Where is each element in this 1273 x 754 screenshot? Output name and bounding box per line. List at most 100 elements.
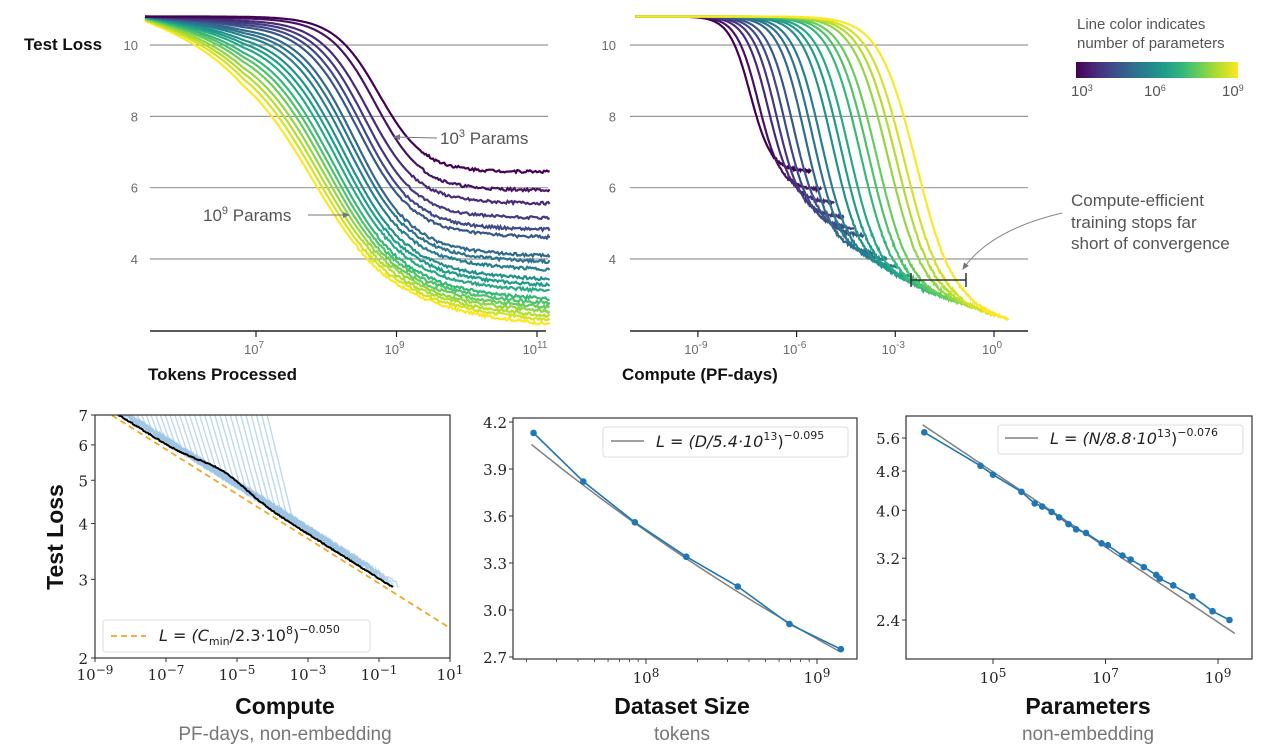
parameters-legend: L = (N/8.8·1013)−0.076	[997, 424, 1244, 455]
tokens-series-curve	[144, 17, 551, 315]
compute-frontier-ylabel: Test Loss	[42, 484, 68, 590]
data-point	[1098, 539, 1105, 547]
y-tick-label: 4	[78, 516, 88, 534]
compute-run-curve	[136, 415, 266, 506]
data-point	[682, 553, 690, 561]
x-tick-label: 10−5	[219, 663, 256, 684]
annotation-base: 10	[440, 129, 459, 148]
parameters-frame	[905, 415, 1253, 660]
compute-run-curve	[145, 415, 276, 510]
x-tick-label: 100	[982, 340, 1002, 357]
compute-run-curve	[266, 415, 400, 588]
x-tick-label: 10-9	[684, 340, 708, 357]
compute-series-curve	[635, 15, 888, 263]
x-tick-label: 109	[804, 666, 831, 687]
x-tick-label: 10−7	[148, 663, 185, 684]
dataset-size-xsublabel: tokens	[654, 724, 710, 745]
tokens-series-curve	[144, 15, 551, 272]
y-tick-label: 4.2	[483, 414, 507, 432]
data-point	[734, 583, 742, 590]
parameters-xsublabel: non-embedding	[1022, 724, 1154, 745]
compute-series-curve	[635, 15, 1010, 321]
tokens-chart-ylabel: Test Loss	[24, 35, 102, 54]
compute-run-curve	[123, 415, 241, 487]
compute-efficient-annotation: Compute-efficient training stops far sho…	[1071, 191, 1230, 253]
dataset-size-xlabel: Dataset Size	[614, 693, 750, 719]
data-point	[837, 645, 845, 653]
data-point	[1048, 508, 1055, 516]
svg-text:short of convergence: short of convergence	[1071, 234, 1230, 253]
tokens-series-curve	[144, 16, 551, 307]
parameters-xlabel: Parameters	[1025, 693, 1150, 719]
data-point	[631, 518, 639, 526]
annotation-base: 10	[203, 206, 222, 225]
colorbar-tick: 106	[1144, 83, 1166, 100]
compute-run-curve	[140, 415, 272, 511]
y-tick-label: 3.0	[483, 602, 507, 620]
convergence-bracket	[910, 273, 967, 287]
tokens-series-curve	[144, 19, 551, 326]
y-tick-label: 2.4	[876, 612, 900, 630]
x-tick-label: 10-3	[882, 340, 906, 357]
x-tick-label: 10−9	[77, 663, 114, 684]
tokens-series-curve	[144, 16, 550, 302]
colorbar-tick: 109	[1222, 83, 1244, 100]
compute-frontier-xlabel: Compute	[235, 693, 335, 719]
tokens-series-curve	[144, 16, 550, 294]
data-point	[1119, 552, 1126, 559]
data-point	[1055, 514, 1063, 521]
y-tick-label: 5	[78, 472, 88, 490]
x-tick-label: 108	[633, 666, 660, 687]
tokens-series-curve	[144, 15, 551, 265]
data-point	[1156, 575, 1164, 582]
colorbar-gradient	[1076, 62, 1238, 78]
x-tick-label: 10−1	[361, 663, 398, 684]
compute-curves-xlabel: Compute (PF-days)	[622, 365, 778, 384]
annotation-rest: Params	[465, 129, 528, 148]
data-point	[1031, 500, 1038, 507]
tokens-series-curve	[144, 17, 550, 311]
data-point	[1140, 563, 1148, 571]
tokens-series-curve	[144, 15, 551, 282]
y-tick-label: 4	[609, 252, 616, 267]
legend-label: L = (D/5.4·1013)−0.095	[656, 429, 824, 451]
compute-frontier-legend: L = (Cmin/2.3·108)−0.050	[102, 619, 371, 653]
svg-text:109 Params: 109 Params	[203, 205, 291, 225]
data-point	[1226, 616, 1233, 624]
compute-run-curve	[261, 415, 396, 588]
y-tick-label: 4.8	[876, 463, 900, 481]
x-tick-label: 10−3	[290, 663, 327, 684]
compute-run-curve	[150, 415, 282, 514]
compute-frontier-xsublabel: PF-days, non-embedding	[178, 724, 391, 745]
colorbar-title-line1: Line color indicates	[1077, 16, 1205, 33]
y-tick-label: 7	[78, 407, 88, 425]
data-point	[920, 429, 928, 436]
data-point	[989, 471, 997, 479]
svg-text:training stops far: training stops far	[1071, 213, 1197, 232]
x-tick-label: 107	[244, 340, 264, 357]
y-tick-label: 4	[131, 252, 138, 267]
data-point	[530, 429, 537, 437]
data-line	[923, 431, 1230, 621]
svg-text:103 Params: 103 Params	[440, 128, 528, 148]
tokens-series-curve	[144, 15, 551, 241]
colorbar-title-line2: number of parameters	[1077, 35, 1225, 52]
compute-series-curve	[635, 15, 930, 291]
y-tick-label: 3.9	[483, 461, 507, 479]
compute-series-curve	[635, 15, 997, 318]
tokens-series-curve	[144, 15, 551, 233]
compute-run-curve	[178, 415, 313, 535]
y-tick-label: 2	[78, 650, 88, 668]
y-tick-label: 3.3	[483, 555, 507, 573]
y-tick-label: 6	[78, 437, 88, 455]
arrow-icon	[962, 212, 1063, 270]
tokens-series-curve	[144, 15, 551, 259]
data-point	[786, 620, 793, 628]
svg-text:Compute-efficient: Compute-efficient	[1071, 191, 1204, 210]
compute-run-curve	[154, 415, 288, 515]
tokens-series-curve	[144, 18, 551, 318]
y-tick-label: 6	[609, 181, 616, 196]
data-point	[977, 462, 984, 470]
